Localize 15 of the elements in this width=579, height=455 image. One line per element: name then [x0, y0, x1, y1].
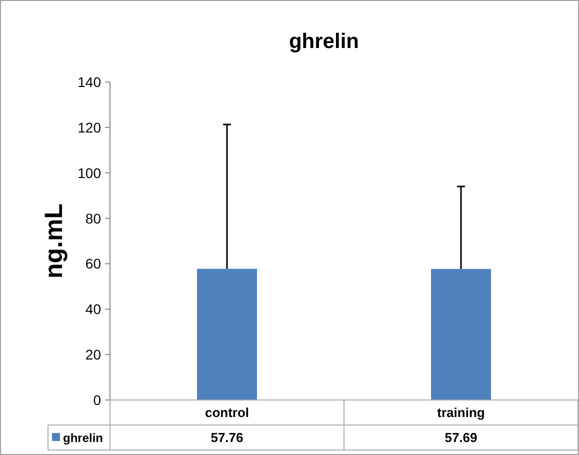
chart-title: ghrelin: [288, 30, 360, 53]
y-tick-label: 40: [85, 301, 102, 318]
y-tick-label: 0: [93, 392, 102, 408]
y-tick-label: 20: [85, 346, 102, 363]
data-label: 57.69: [444, 430, 478, 445]
legend-label: ghrelin: [63, 431, 104, 445]
y-tick-label: 140: [78, 74, 102, 90]
x-tick-label: training: [437, 405, 485, 420]
x-tick-label: control: [204, 405, 250, 420]
y-tick-label: 60: [85, 256, 102, 272]
data-label: 57.76: [210, 430, 244, 445]
y-tick-label: 100: [78, 164, 102, 181]
y-axis-title: ng.mL: [40, 204, 68, 278]
y-tick-label: 80: [85, 210, 102, 226]
y-tick-label: 120: [78, 119, 102, 136]
